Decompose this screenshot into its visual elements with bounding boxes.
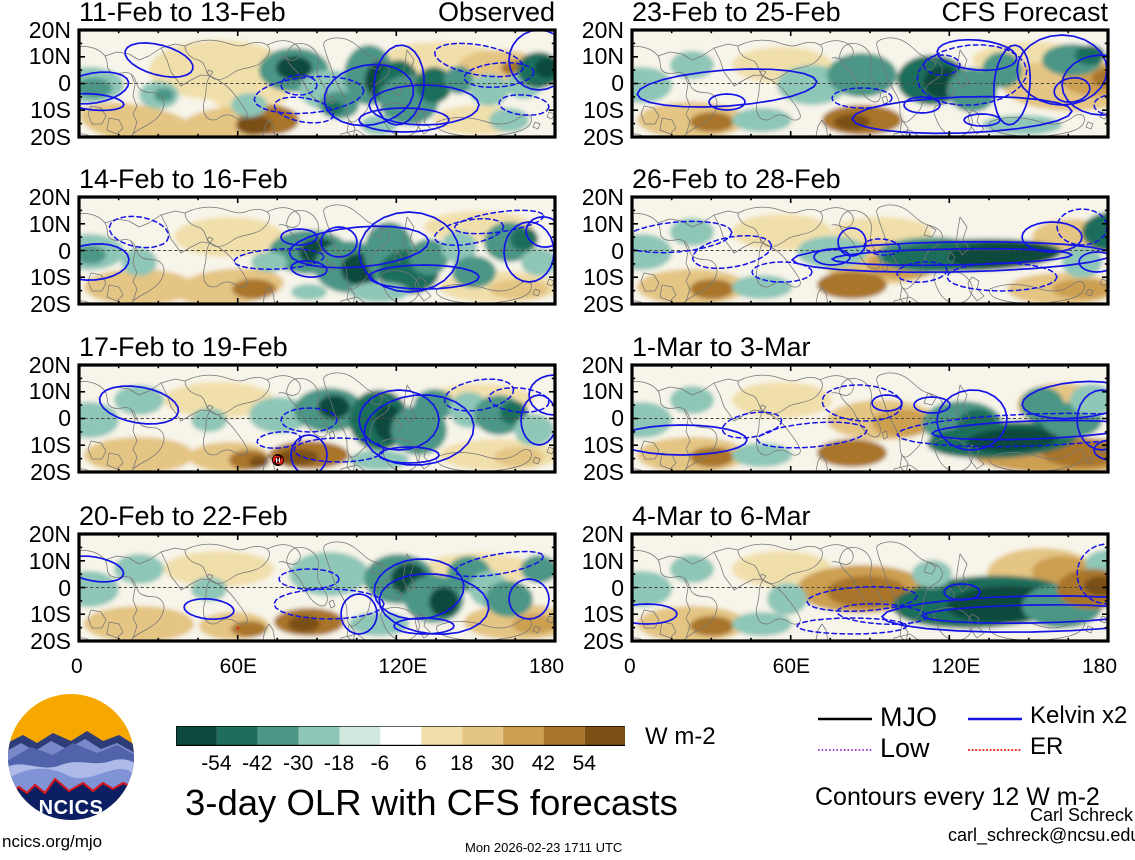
svg-text:H: H [276,457,281,464]
svg-text:NCICS: NCICS [39,797,104,819]
